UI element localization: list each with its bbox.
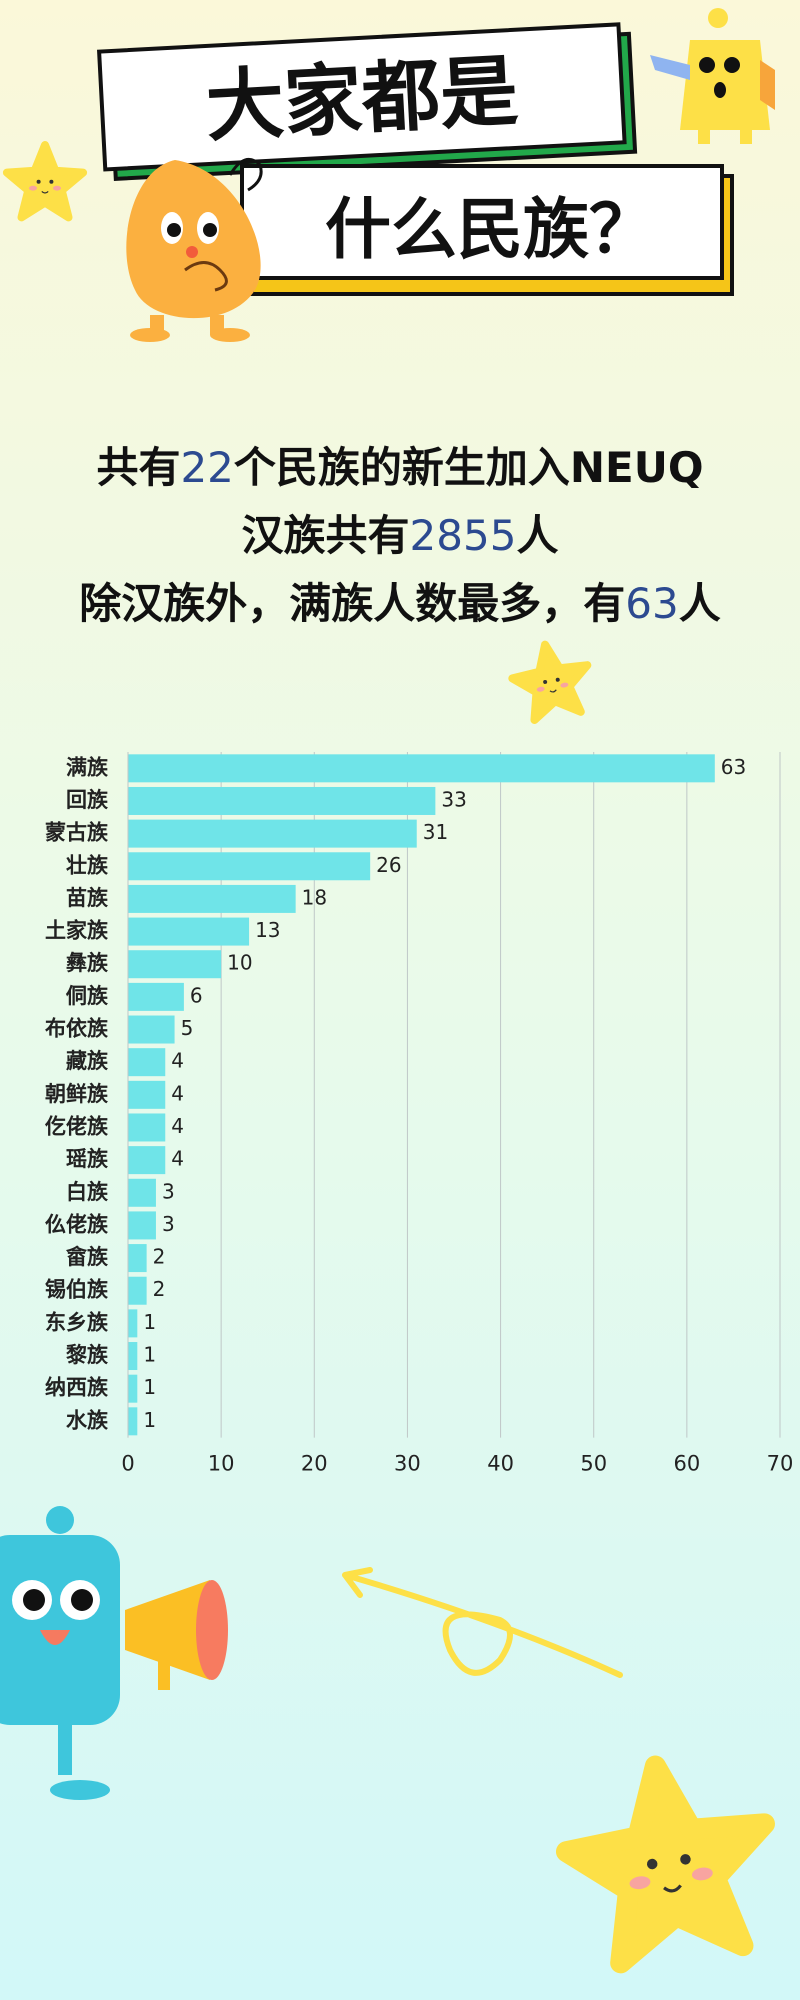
value-label: 1 [143, 1408, 156, 1432]
summary-line: 汉族共有2855人 [242, 511, 559, 560]
y-tick-label: 纳西族 [45, 1376, 109, 1400]
arrow-doodle [342, 1567, 623, 1678]
y-tick-label: 朝鲜族 [45, 1082, 109, 1106]
value-label: 18 [302, 885, 327, 909]
bar [128, 1015, 175, 1044]
bar [128, 1244, 147, 1273]
summary-text: 除汉族外，满族人数最多，有 [79, 579, 625, 628]
y-tick-label: 黎族 [66, 1343, 109, 1367]
summary-text: 汉族共有 [242, 511, 410, 560]
title-line-2: 什么民族？ [325, 191, 655, 268]
y-tick-label: 满族 [66, 755, 109, 779]
x-tick-label: 30 [394, 1452, 421, 1476]
bar [128, 1080, 166, 1109]
x-tick-label: 60 [673, 1452, 700, 1476]
title-box-1: 大家都是 [97, 22, 638, 181]
title-line-1: 大家都是 [204, 47, 520, 153]
bar [128, 819, 417, 848]
y-tick-label: 仡佬族 [44, 1114, 109, 1138]
summary-line: 共有22个民族的新生加入NEUQ [96, 443, 703, 492]
y-tick-label: 壮族 [66, 853, 109, 877]
y-tick-label: 水族 [66, 1408, 109, 1432]
y-tick-label: 仫佬族 [45, 1212, 109, 1236]
summary-number: 22 [180, 443, 233, 492]
bar [128, 1407, 138, 1436]
y-tick-label: 藏族 [66, 1049, 109, 1073]
x-tick-label: 10 [208, 1452, 235, 1476]
summary-text: 共有 [96, 443, 180, 492]
summary-text: 个民族的新生加入NEUQ [234, 443, 704, 492]
value-label: 4 [171, 1049, 184, 1073]
bar [128, 950, 222, 979]
value-label: 1 [143, 1343, 156, 1367]
x-tick-label: 40 [487, 1452, 514, 1476]
bar [128, 1113, 166, 1142]
y-tick-label: 白族 [66, 1180, 109, 1204]
bar [128, 1211, 156, 1240]
bar [128, 754, 715, 783]
y-tick-label: 苗族 [66, 886, 109, 910]
pear-mascot [126, 157, 263, 342]
y-tick-label: 东乡族 [45, 1310, 109, 1334]
value-label: 3 [162, 1179, 175, 1203]
value-label: 2 [153, 1277, 166, 1301]
bar [128, 884, 296, 913]
value-label: 13 [255, 918, 280, 942]
summary-text: 人 [679, 579, 721, 628]
bar [128, 1178, 156, 1207]
value-label: 6 [190, 983, 203, 1007]
top-mascot [650, 8, 775, 144]
title-box-2: 什么民族？ [240, 164, 734, 296]
bar [128, 1048, 166, 1077]
x-tick-label: 70 [767, 1452, 794, 1476]
value-label: 5 [181, 1016, 194, 1040]
value-label: 4 [171, 1114, 184, 1138]
summary-line: 除汉族外，满族人数最多，有63人 [79, 579, 720, 628]
bar [128, 1342, 138, 1371]
bar [128, 982, 184, 1011]
value-label: 1 [143, 1375, 156, 1399]
value-label: 2 [153, 1245, 166, 1269]
y-tick-label: 土家族 [45, 919, 109, 943]
bar [128, 1374, 138, 1403]
bar [128, 852, 371, 881]
x-tick-label: 0 [121, 1452, 134, 1476]
summary: 共有22个民族的新生加入NEUQ汉族共有2855人除汉族外，满族人数最多，有63… [79, 443, 720, 628]
x-tick-label: 50 [580, 1452, 607, 1476]
value-label: 31 [423, 820, 448, 844]
value-label: 1 [143, 1310, 156, 1334]
value-label: 4 [171, 1147, 184, 1171]
y-tick-label: 彝族 [66, 951, 109, 975]
value-label: 33 [441, 787, 466, 811]
value-label: 63 [721, 755, 746, 779]
value-label: 26 [376, 853, 401, 877]
blue-mascot [0, 1506, 228, 1800]
bar [128, 1146, 166, 1175]
summary-number: 2855 [410, 511, 517, 560]
y-tick-label: 回族 [66, 788, 109, 812]
value-label: 3 [162, 1212, 175, 1236]
bar [128, 1276, 147, 1305]
x-tick-label: 20 [301, 1452, 328, 1476]
value-label: 4 [171, 1081, 184, 1105]
bar [128, 1309, 138, 1338]
bar [128, 917, 250, 946]
y-tick-label: 侗族 [65, 984, 109, 1008]
bar [128, 786, 436, 815]
summary-text: 人 [516, 511, 558, 560]
y-tick-label: 布依族 [45, 1017, 109, 1041]
y-tick-label: 畲族 [65, 1245, 109, 1269]
value-label: 10 [227, 951, 252, 975]
y-tick-label: 锡伯族 [45, 1278, 109, 1302]
summary-number: 63 [625, 579, 678, 628]
y-tick-label: 蒙古族 [45, 821, 109, 845]
y-tick-label: 瑶族 [66, 1147, 109, 1171]
